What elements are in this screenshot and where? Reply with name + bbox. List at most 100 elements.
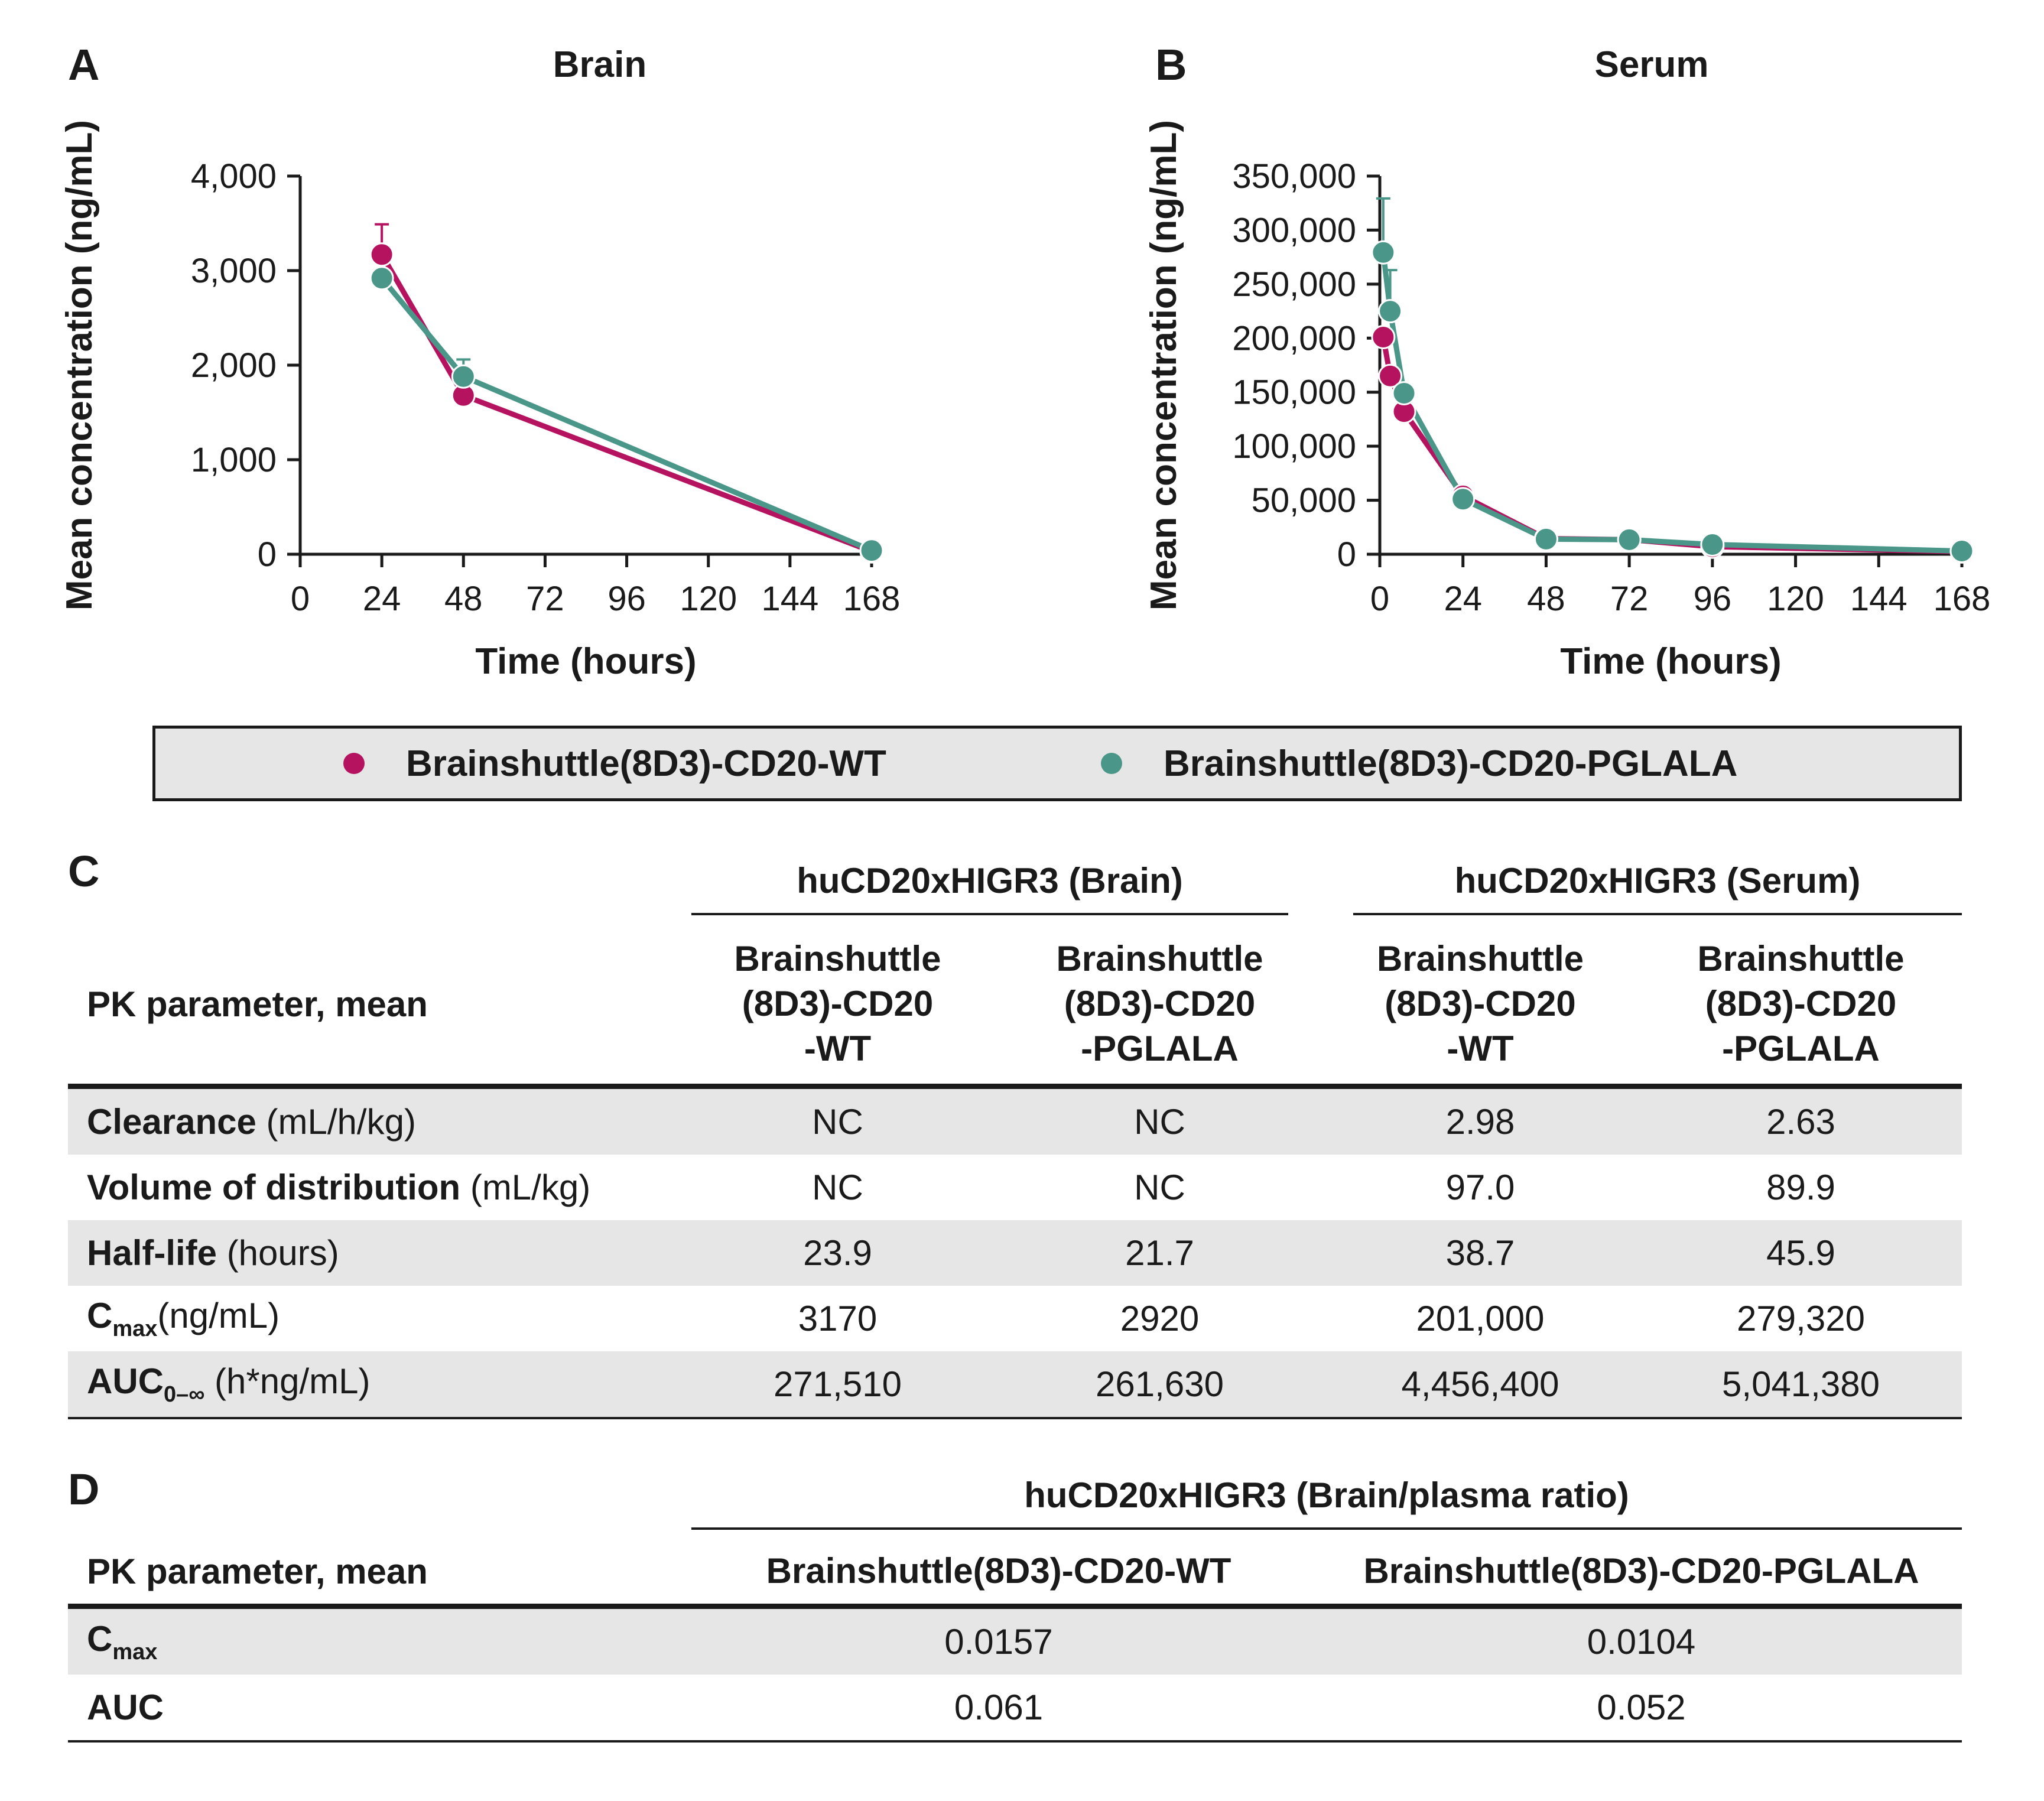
row-unit: (mL/h/kg) [256,1102,416,1142]
legend-marker-wt [343,753,365,774]
table-d-row-label: Cmax [68,1607,677,1675]
x-tick-label: 144 [761,580,818,618]
col-line: Brainshuttle [1056,939,1263,978]
data-point-pglala [369,266,394,291]
legend-item-pglala: Brainshuttle(8D3)-CD20-PGLALA [1101,729,1737,798]
table-d-group-label: huCD20xHIGR3 (Brain/plasma ratio) [691,1475,1962,1530]
table-c-row-header: PK parameter, mean [87,984,428,1024]
row-unit: (ng/mL) [157,1296,280,1335]
data-point-pglala [1949,539,1974,564]
data-point-pglala [1617,527,1642,552]
row-name: Volume of distribution [87,1168,461,1207]
table-c-row-label: AUC0–∞ (h*ng/mL) [68,1351,677,1419]
data-point-pglala [1392,381,1416,406]
table-c-row: AUC0–∞ (h*ng/mL) 271,510 261,630 4,456,4… [68,1351,1962,1419]
x-tick-label: 48 [1527,580,1565,618]
panel-label-a: A [68,40,99,89]
series-line-pglala [379,276,873,553]
table-d-group: huCD20xHIGR3 (Brain/plasma ratio) [677,1465,1962,1539]
table-d-row: AUC 0.061 0.052 [68,1675,1962,1743]
table-d: huCD20xHIGR3 (Brain/plasma ratio) PK par… [68,1465,1962,1743]
table-c-cell: 271,510 [677,1351,999,1419]
data-point-wt [1378,363,1403,388]
table-c-cell: 23.9 [803,1233,872,1273]
y-tick-label: 350,000 [1232,157,1356,196]
data-point-pglala [859,538,884,563]
y-tick-label: 100,000 [1232,427,1356,466]
table-c-col-serum-wt: Brainshuttle (8D3)-CD20 -WT [1321,924,1640,1087]
x-tick-label: 144 [1850,580,1907,618]
x-axis-label: Time (hours) [1560,641,1781,682]
table-d-col-pglala: Brainshuttle(8D3)-CD20-PGLALA [1363,1551,1919,1591]
data-point-pglala [1700,532,1725,557]
table-d-col-wt: Brainshuttle(8D3)-CD20-WT [766,1551,1231,1591]
y-tick-label: 4,000 [191,157,277,196]
table-d-cell: 0.061 [677,1675,1321,1743]
row-name: C [87,1296,113,1335]
x-tick-label: 24 [363,580,401,618]
table-c-cell: 2920 [1120,1299,1200,1338]
x-tick-label: 48 [444,580,483,618]
col-line: (8D3)-CD20 [1705,984,1897,1023]
table-c-col-brain-pglala: Brainshuttle (8D3)-CD20 -PGLALA [999,924,1321,1087]
table-c-row-label: Cmax(ng/mL) [68,1286,677,1351]
y-tick-label: 200,000 [1232,319,1356,357]
y-axis-label: Mean concentration (ng/mL) [59,120,100,610]
y-tick-label: 150,000 [1232,373,1356,412]
table-c-cell: 5,041,380 [1640,1351,1962,1419]
row-subscript: 0–∞ [164,1382,205,1407]
table-c-cell: 201,000 [1416,1299,1545,1338]
table-c-row-label: Clearance (mL/h/kg) [68,1087,677,1155]
table-c-group-brain: huCD20xHIGR3 (Brain) [677,851,1321,924]
x-tick-label: 168 [1933,580,1991,618]
table-d-row-header: PK parameter, mean [87,1551,428,1591]
table-d-cell: 0.0104 [1587,1622,1696,1662]
row-name: Clearance [87,1102,256,1142]
table-c-cell: 4,456,400 [1321,1351,1640,1419]
table-c-cell: 21.7 [1125,1233,1194,1273]
table-c-cell: NC [812,1168,863,1207]
y-tick-label: 2,000 [191,346,277,385]
x-tick-label: 120 [680,580,737,618]
table-c-cell: NC [1134,1102,1185,1142]
col-line: -PGLALA [1081,1029,1239,1068]
x-tick-label: 72 [1610,580,1649,618]
data-point-wt [369,242,394,267]
table-c-row: Volume of distribution (mL/kg) NC NC 97.… [68,1155,1962,1220]
y-tick-label: 0 [258,535,277,574]
table-c-row-label: Volume of distribution (mL/kg) [68,1155,677,1220]
table-c-cell: 97.0 [1445,1168,1515,1207]
y-tick-label: 3,000 [191,252,277,290]
table-d-cell: 0.052 [1321,1675,1962,1743]
col-line: (8D3)-CD20 [1385,984,1576,1023]
panel-label-c: C [68,847,100,896]
panel-label-d: D [68,1465,100,1514]
y-tick-label: 1,000 [191,441,277,479]
table-c-cell: NC [1134,1168,1185,1207]
table-c-col-serum-pglala: Brainshuttle (8D3)-CD20 -PGLALA [1640,924,1962,1087]
table-d-row: Cmax 0.0157 0.0104 [68,1606,1962,1675]
table-c-col-brain-wt: Brainshuttle (8D3)-CD20 -WT [677,924,999,1087]
x-tick-label: 120 [1767,580,1824,618]
row-name: AUC [87,1688,164,1727]
col-line: Brainshuttle [1376,939,1584,978]
row-name: Half-life [87,1233,217,1273]
table-c-cell: 89.9 [1766,1168,1835,1207]
col-line: -WT [1447,1029,1514,1068]
table-c-cell: 2.98 [1445,1102,1515,1142]
col-line: -WT [804,1029,872,1068]
table-c-cell: 45.9 [1766,1233,1835,1273]
data-point-wt [1371,324,1396,349]
y-tick-label: 300,000 [1232,211,1356,249]
x-tick-label: 24 [1444,580,1482,618]
row-unit: (hours) [217,1233,339,1273]
y-axis-label: Mean concentration (ng/mL) [1143,120,1184,610]
series-line-pglala [1380,252,1962,554]
col-line: -PGLALA [1722,1029,1880,1068]
x-tick-label: 168 [843,580,901,618]
legend-label-pglala: Brainshuttle(8D3)-CD20-PGLALA [1164,743,1738,784]
table-d-row-label: AUC [68,1675,677,1743]
legend-label-wt: Brainshuttle(8D3)-CD20-WT [406,743,886,784]
table-c-group-serum-label: huCD20xHIGR3 (Serum) [1353,860,1962,915]
